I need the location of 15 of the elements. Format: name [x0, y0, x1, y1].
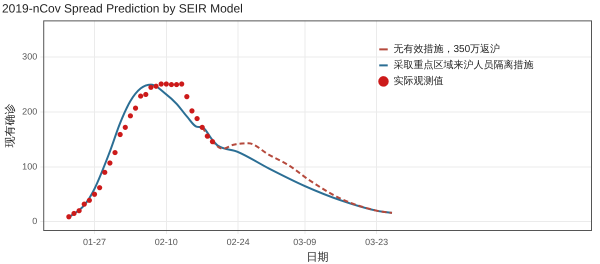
x-tick-label: 01-27 [82, 236, 106, 247]
y-tick-label: 0 [32, 216, 38, 226]
x-tick-label: 03-09 [293, 236, 316, 247]
legend-label: 无有效措施，350万返沪 [393, 43, 500, 56]
legend-label: 采取重点区域来沪人员隔离措施 [393, 59, 534, 72]
x-tick-label: 03-23 [365, 236, 388, 247]
chart-title: 2019-nCov Spread Prediction by SEIR Model [2, 2, 243, 16]
y-tick-label: 200 [22, 106, 38, 116]
x-tick-label: 02-10 [154, 236, 178, 247]
y-axis-title: 现有确诊 [4, 104, 17, 148]
x-axis-title: 日期 [306, 251, 329, 264]
y-tick-label: 300 [22, 52, 38, 62]
y-tick-label: 100 [22, 161, 38, 172]
legend-label: 实际观测值 [393, 75, 444, 88]
x-tick-label: 02-24 [226, 236, 250, 247]
